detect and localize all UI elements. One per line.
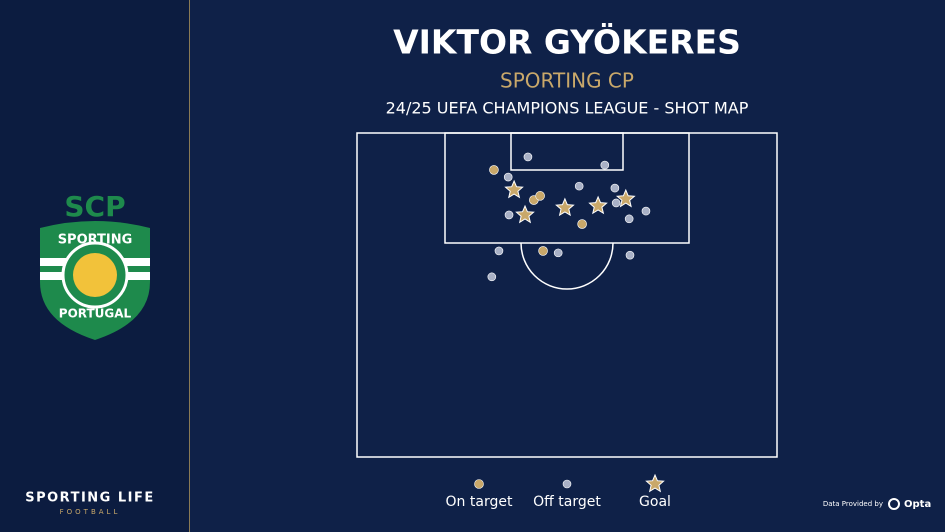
legend-label: Goal [639,494,671,510]
logo-text: SCP [64,190,125,223]
shot [487,272,497,282]
chart-title: VIKTOR GYÖKERES [393,22,741,62]
shot [489,165,499,175]
chart-subtitle: SPORTING CP [500,69,634,93]
shot [600,160,610,170]
penalty-arc [520,242,614,290]
shot [624,214,634,224]
chart-caption: 24/25 UEFA CHAMPIONS LEAGUE - SHOT MAP [386,99,749,118]
legend-label: On target [446,494,513,510]
brand-section: FOOTBALL [60,508,121,516]
club-logo: SCP SPORTING PORTUGAL [40,190,150,340]
shot [610,183,620,193]
shot [538,246,548,256]
provider-prefix: Data Provided by [823,500,883,508]
shot [504,179,524,199]
shot [555,197,575,217]
shot [523,152,533,162]
logo-text: SPORTING [58,233,133,248]
logo-lion [73,253,117,297]
shot [494,246,504,256]
shot [503,172,513,182]
provider: Opta [904,499,931,510]
shot [615,188,636,208]
shot [625,250,635,260]
legend-marker [645,473,665,493]
legend-marker [562,479,572,489]
shot [504,210,514,220]
shot [641,206,651,216]
brand-name: SPORTING LIFE [25,491,155,506]
logo-text: PORTUGAL [59,307,132,321]
shot [515,204,535,224]
six-yard-box [510,132,624,171]
pitch [356,132,778,458]
legend-label: Off target [533,494,601,510]
shot [553,248,563,258]
provider-icon [888,498,900,510]
shot [611,198,621,208]
legend-marker [474,479,484,489]
shot [535,191,545,201]
shot [588,195,608,215]
shot [574,181,584,191]
shot [577,219,587,229]
